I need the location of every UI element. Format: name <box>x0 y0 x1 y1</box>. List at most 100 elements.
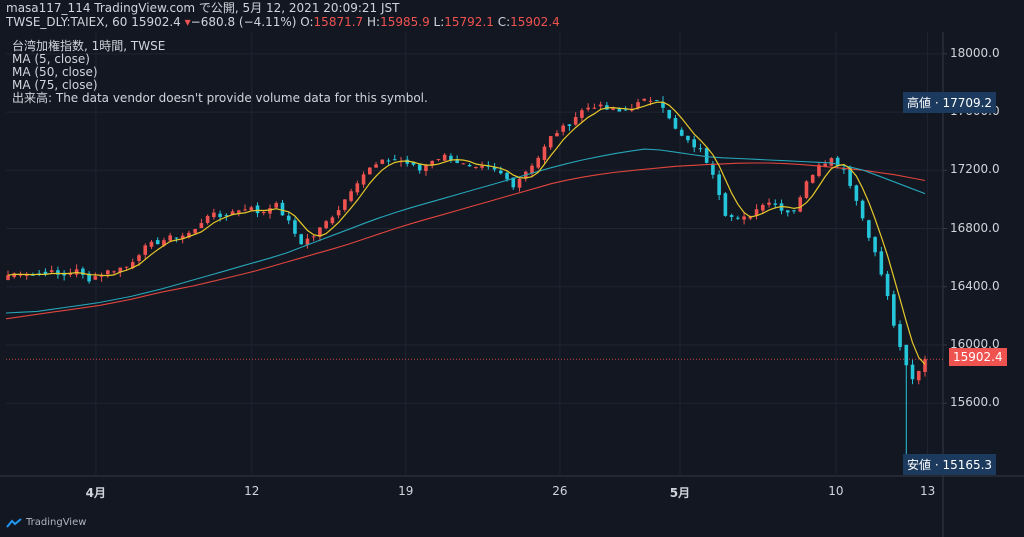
candle-body <box>56 270 60 275</box>
candle-body <box>810 174 815 183</box>
candle-body <box>667 109 672 119</box>
candle-body <box>892 294 896 326</box>
candle-body <box>717 174 721 196</box>
change-down-icon: ▾ <box>184 15 191 29</box>
candle-body <box>817 164 821 176</box>
candle-body <box>867 220 871 238</box>
candle-body <box>505 172 509 180</box>
candle-body <box>118 267 123 273</box>
open-label: O: <box>300 15 314 29</box>
candle-body <box>854 185 859 201</box>
legend-volume[interactable]: 出来高: The data vendor doesn't provide vol… <box>12 91 428 105</box>
candle-body <box>31 274 35 276</box>
price-label: 16000.0 <box>950 336 1000 351</box>
candle-body <box>12 273 17 278</box>
candle-body <box>611 108 615 110</box>
candle-body <box>380 159 385 164</box>
time-label: 26 <box>552 484 568 498</box>
tradingview-logo[interactable]: TradingView <box>6 517 86 528</box>
candle-body <box>617 108 622 112</box>
candle-body <box>499 170 503 174</box>
candle-body <box>873 237 877 253</box>
candle-body <box>686 135 690 141</box>
price-label: 18000.0 <box>950 45 1000 60</box>
candle-body <box>155 240 160 245</box>
candle-body <box>405 159 410 164</box>
candle-body <box>474 166 478 168</box>
candle-body <box>904 344 909 366</box>
candle-body <box>748 217 753 219</box>
last-price-tag: 15902.4 <box>949 348 1007 366</box>
price-label: 16400.0 <box>950 278 1000 293</box>
candle-body <box>311 236 316 238</box>
candle-body <box>87 273 91 282</box>
ma50-line <box>5 148 926 314</box>
candle-body <box>417 164 422 171</box>
candle-body <box>343 199 347 210</box>
legend-ma75[interactable]: MA (75, close) <box>12 78 98 92</box>
candle-body <box>461 163 466 165</box>
candle-body <box>829 158 834 166</box>
candle-body <box>623 109 628 111</box>
candle-body <box>224 215 229 217</box>
ma75-line <box>5 162 926 320</box>
candle-body <box>49 270 54 272</box>
candle-body <box>592 107 597 109</box>
candle-body <box>286 215 291 221</box>
time-label: 19 <box>398 484 414 498</box>
candle-body <box>368 167 372 175</box>
candle-body <box>93 276 98 280</box>
ohlc-header: TWSE_DLY:TAIEX, 60 15902.4 ▾−680.8 (−4.1… <box>6 16 560 29</box>
legend-symbol[interactable]: 台湾加権指数, 1時間, TWSE <box>12 39 166 53</box>
candle-body <box>268 208 272 214</box>
candle-body <box>548 136 553 148</box>
legend-ma5[interactable]: MA (5, close) <box>12 52 90 66</box>
candle-body <box>767 202 771 205</box>
candle-body <box>449 155 453 161</box>
legend-ma50[interactable]: MA (50, close) <box>12 65 98 79</box>
candle-body <box>336 210 341 216</box>
candle-body <box>137 255 141 262</box>
low-label: L: <box>433 15 445 29</box>
candle-body <box>636 102 640 108</box>
candle-body <box>654 100 659 102</box>
candle-body <box>561 125 565 132</box>
time-label: 10 <box>828 484 844 498</box>
candle-body <box>249 207 254 211</box>
candle-body <box>754 209 759 216</box>
candle-body <box>567 124 572 126</box>
candle-body <box>243 209 247 211</box>
candle-body <box>573 117 578 125</box>
candle-body <box>193 229 197 234</box>
candle-body <box>598 104 603 107</box>
high-label: H: <box>367 15 381 29</box>
candle-body <box>704 147 709 163</box>
last-price: 15902.4 <box>131 15 181 29</box>
time-label: 12 <box>244 484 260 498</box>
candle-body <box>480 165 484 168</box>
candle-body <box>536 157 541 168</box>
tradingview-icon <box>6 517 22 528</box>
candle-body <box>218 213 222 218</box>
low-value: 15792.1 <box>444 15 494 29</box>
candle-body <box>885 273 890 297</box>
candle-body <box>392 159 397 161</box>
candle-body <box>124 266 129 268</box>
candle-body <box>299 234 303 245</box>
candle-body <box>318 227 322 237</box>
candle-body <box>187 232 191 238</box>
candle-body <box>586 107 590 110</box>
candle-body <box>792 210 796 212</box>
candle-body <box>761 204 765 211</box>
candle-body <box>673 118 678 129</box>
candle-body <box>212 212 216 218</box>
publish-info: masa117_114 TradingView.com で公開, 5月 12, … <box>6 1 400 15</box>
candle-body <box>442 154 447 161</box>
ma5-line <box>7 101 926 365</box>
close-value: 15902.4 <box>510 15 560 29</box>
price-label: 17200.0 <box>950 162 1000 177</box>
price-label: 15600.0 <box>950 395 1000 410</box>
candle-body <box>324 221 328 229</box>
candle-body <box>43 271 48 274</box>
